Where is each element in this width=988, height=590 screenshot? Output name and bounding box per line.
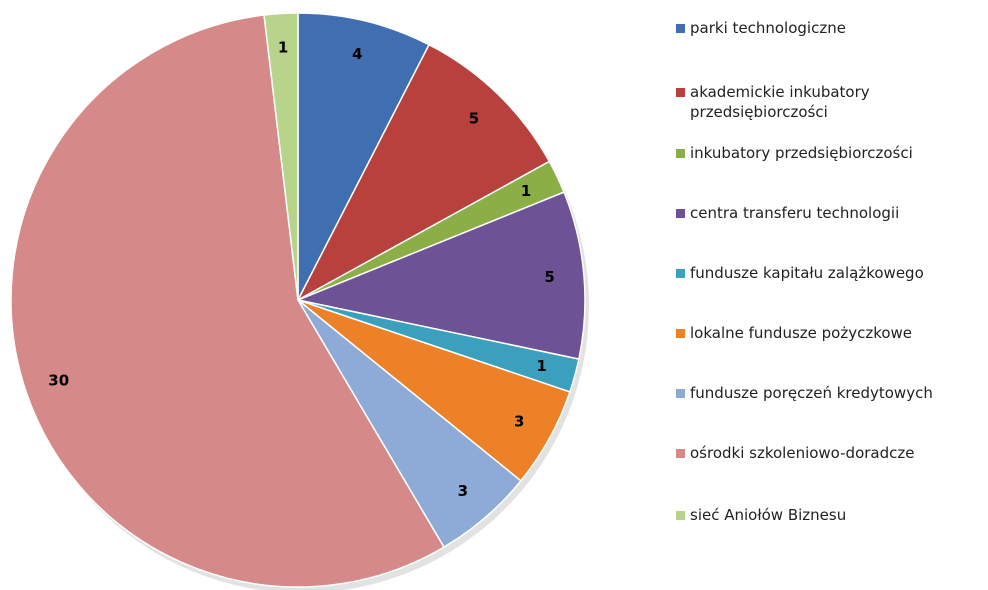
- legend-item: ośrodki szkoleniowo-doradcze: [672, 443, 914, 463]
- legend-item: inkubatory przedsiębiorczości: [672, 143, 913, 163]
- legend-label: akademickie inkubatory przedsiębiorczośc…: [690, 83, 870, 121]
- legend-swatch: [676, 511, 685, 520]
- pie-slice: [263, 12, 299, 301]
- legend-item: lokalne fundusze pożyczkowe: [672, 323, 912, 343]
- legend-item: parki technologiczne: [672, 18, 846, 38]
- legend-label: sieć Aniołów Biznesu: [690, 506, 847, 524]
- legend-label: lokalne fundusze pożyczkowe: [690, 324, 913, 342]
- data-label: 5: [469, 109, 479, 127]
- data-label: 1: [536, 357, 546, 375]
- legend-item: centra transferu technologii: [672, 203, 899, 223]
- data-label: 3: [514, 412, 524, 430]
- data-label: 1: [278, 38, 288, 56]
- legend-swatch: [676, 24, 685, 33]
- legend-item: akademickie inkubatory przedsiębiorczośc…: [672, 82, 902, 122]
- legend-item: fundusze kapitału zalążkowego: [672, 263, 924, 283]
- legend-swatch: [676, 88, 685, 97]
- legend-swatch: [676, 149, 685, 158]
- legend-swatch: [676, 209, 685, 218]
- legend-swatch: [676, 389, 685, 398]
- data-label: 3: [458, 482, 468, 500]
- data-label: 1: [521, 182, 531, 200]
- legend-label: centra transferu technologii: [690, 204, 900, 222]
- pie-slice: [296, 43, 551, 302]
- pie-slice: [297, 12, 431, 301]
- pie-slice: [295, 191, 586, 361]
- legend-label: parki technologiczne: [690, 19, 846, 37]
- legend-swatch: [676, 269, 685, 278]
- legend: parki technologiczne akademickie inkubato…: [672, 0, 988, 590]
- data-label: 30: [48, 371, 69, 389]
- legend-swatch: [676, 449, 685, 458]
- chart: 4 5 1 5 1 3 3 30 1: [10, 12, 589, 590]
- data-label: 4: [352, 45, 362, 63]
- legend-item: sieć Aniołów Biznesu: [672, 505, 846, 525]
- legend-label: fundusze poręczeń kredytowych: [690, 384, 933, 402]
- legend-item: fundusze poręczeń kredytowych: [672, 383, 933, 403]
- legend-swatch: [676, 329, 685, 338]
- legend-label: inkubatory przedsiębiorczości: [690, 144, 913, 162]
- data-label: 5: [544, 268, 554, 286]
- legend-label: fundusze kapitału zalążkowego: [690, 264, 924, 282]
- pie-slice: [10, 14, 445, 588]
- legend-label: ośrodki szkoleniowo-doradcze: [690, 444, 915, 462]
